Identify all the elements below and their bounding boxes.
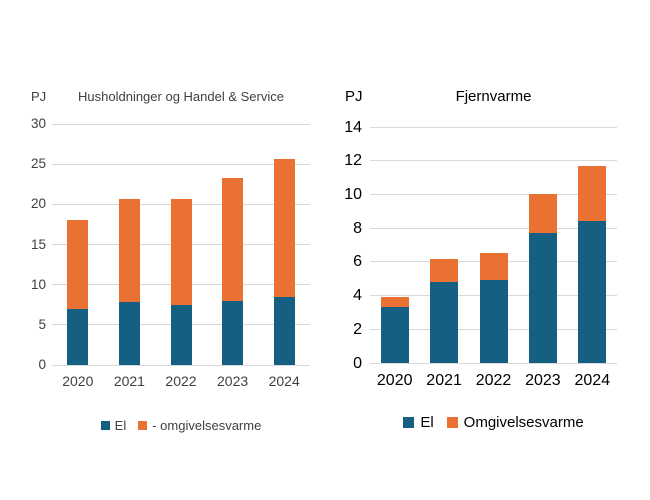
y-tick-label: 10 xyxy=(30,276,46,292)
y-tick-label: 25 xyxy=(30,156,46,172)
bar-segment-2020-omgivelsesvarme xyxy=(380,297,409,308)
bar-segment-2022-el xyxy=(170,304,192,365)
y-tick-label: 2 xyxy=(353,320,362,338)
legend-swatch-icon xyxy=(446,416,458,428)
bar-segment-2021-omgivelsesvarme xyxy=(118,198,140,303)
legend: El Omgivelsesvarme xyxy=(370,413,617,431)
gridline xyxy=(52,123,310,125)
bar-segment-2021-omgivelsesvarme xyxy=(430,258,459,283)
bar-segment-2020-el xyxy=(67,308,89,365)
y-tick-label: 5 xyxy=(38,316,46,332)
legend: El - omgivelsesvarme xyxy=(52,417,310,433)
legend-item-el: El xyxy=(100,417,127,433)
legend-item-el: El xyxy=(403,413,434,431)
bar-segment-2023-omgivelsesvarme xyxy=(528,194,557,234)
bar-segment-2021-el xyxy=(430,282,459,363)
y-tick-label: 15 xyxy=(30,236,46,252)
bar-segment-2023-omgivelsesvarme xyxy=(222,177,244,301)
bar-segment-2022-omgivelsesvarme xyxy=(170,198,192,305)
y-tick-label: 20 xyxy=(30,196,46,212)
y-tick-label: 12 xyxy=(344,152,362,170)
legend-label: Omgivelsesvarme xyxy=(463,413,584,431)
bar-segment-2023-el xyxy=(528,233,557,363)
y-tick-label: 0 xyxy=(38,357,46,372)
bar-segment-2020-el xyxy=(380,307,409,363)
chart-title: Husholdninger og Handel & Service xyxy=(78,89,284,104)
bar-segment-2024-el xyxy=(578,221,607,363)
x-tick-label: 2023 xyxy=(217,373,249,389)
bar-segment-2022-omgivelsesvarme xyxy=(479,253,508,281)
x-tick-label: 2020 xyxy=(376,372,413,389)
y-axis: 0 2 4 6 8 10 12 14 xyxy=(316,119,362,372)
bar-segment-2022-el xyxy=(479,280,508,363)
legend-label: - omgivelsesvarme xyxy=(152,417,262,433)
gridline xyxy=(370,160,617,162)
bar-segment-2020-omgivelsesvarme xyxy=(67,219,89,309)
x-tick-label: 2022 xyxy=(475,372,512,389)
plot-area xyxy=(52,123,310,366)
legend-label: El xyxy=(420,413,434,431)
legend-item-omgivelsesvarme: Omgivelsesvarme xyxy=(446,413,584,431)
gridline xyxy=(52,163,310,165)
y-tick-label: 30 xyxy=(30,116,46,131)
y-tick-label: 8 xyxy=(353,219,362,237)
y-tick-label: 0 xyxy=(353,354,362,372)
bar-segment-2024-el xyxy=(273,296,295,365)
x-tick-label: 2024 xyxy=(574,372,611,389)
x-axis: 2020 2021 2022 2023 2024 xyxy=(52,373,310,391)
gridline xyxy=(370,362,617,364)
gridline xyxy=(370,227,617,229)
y-tick-label: 6 xyxy=(353,253,362,271)
x-tick-label: 2024 xyxy=(268,373,300,389)
y-axis-unit-label: PJ xyxy=(31,89,47,104)
x-tick-label: 2020 xyxy=(62,373,94,389)
plot-area xyxy=(370,126,617,364)
legend-swatch-icon xyxy=(403,416,415,428)
bar-segment-2023-el xyxy=(222,300,244,365)
legend-label: El xyxy=(114,417,127,433)
y-tick-label: 14 xyxy=(344,118,362,136)
x-tick-label: 2023 xyxy=(525,372,561,389)
bar-segment-2024-omgivelsesvarme xyxy=(273,158,295,297)
x-tick-label: 2021 xyxy=(426,372,462,389)
x-axis: 2020 2021 2022 2023 2024 xyxy=(370,372,617,392)
y-tick-label: 4 xyxy=(353,287,362,305)
legend-swatch-icon xyxy=(138,420,148,430)
gridline xyxy=(52,364,310,366)
y-axis: 0 5 10 15 20 25 30 xyxy=(0,116,46,372)
bar-segment-2021-el xyxy=(118,302,140,365)
y-tick-label: 10 xyxy=(344,185,362,203)
x-tick-label: 2022 xyxy=(165,373,197,389)
gridline xyxy=(370,193,617,195)
y-axis-unit-label: PJ xyxy=(345,88,363,105)
bar-segment-2024-omgivelsesvarme xyxy=(578,165,607,222)
legend-item-omgivelsesvarme: - omgivelsesvarme xyxy=(138,418,261,433)
gridline xyxy=(370,126,617,128)
legend-swatch-icon xyxy=(100,420,110,430)
chart-title: Fjernvarme xyxy=(455,88,532,105)
x-tick-label: 2021 xyxy=(113,373,145,389)
